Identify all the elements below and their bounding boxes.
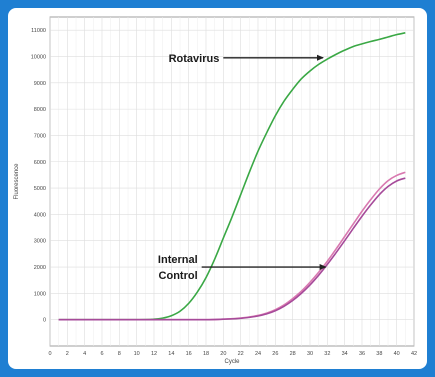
y-axis-title: Fluorescence <box>14 163 20 200</box>
x-tick-label: 28 <box>290 351 296 357</box>
x-tick-label: 32 <box>324 351 330 357</box>
x-axis-title: Cycle <box>224 359 240 365</box>
y-tick-label: 3000 <box>34 239 46 245</box>
x-tick-label: 12 <box>151 351 157 357</box>
chart-panel: 0 1000 2000 3000 4000 5000 6000 7000 8000 9000 100… <box>8 8 427 369</box>
series-layer <box>58 32 406 321</box>
x-tick-label: 36 <box>359 351 365 357</box>
x-tick-label: 0 <box>48 351 51 357</box>
y-axis-ticks: 0 1000 2000 3000 4000 5000 6000 7000 8000 9000 100… <box>31 28 46 324</box>
x-tick-label: 26 <box>272 351 278 357</box>
x-tick-label: 6 <box>100 351 103 357</box>
x-tick-label: 18 <box>203 351 209 357</box>
x-tick-label: 16 <box>186 351 192 357</box>
x-tick-label: 20 <box>220 351 226 357</box>
annotations-layer: Rotavirus Internal Control <box>158 53 327 282</box>
x-tick-label: 24 <box>255 351 261 357</box>
x-tick-label: 22 <box>238 351 244 357</box>
amplification-chart: 0100020003000400050006000700080009000100… <box>14 16 417 365</box>
grid-lines <box>49 17 415 346</box>
internal-control-label: Internal <box>158 254 198 266</box>
series-line-1 <box>58 32 406 321</box>
y-tick-label: 8000 <box>34 107 46 113</box>
x-tick-label: 14 <box>168 351 174 357</box>
rotavirus-label: Rotavirus <box>169 53 220 65</box>
x-tick-label: 8 <box>118 351 121 357</box>
x-tick-label: 40 <box>394 351 400 357</box>
y-tick-label: 0 <box>43 318 46 324</box>
x-tick-label: 10 <box>134 351 140 357</box>
y-tick-label: 1000 <box>34 291 46 297</box>
y-tick-label: 2000 <box>34 265 46 271</box>
x-tick-label: 38 <box>376 351 382 357</box>
y-tick-label: 9000 <box>34 81 46 87</box>
series-line-3 <box>58 177 406 321</box>
y-tick-label: 11000 <box>31 28 46 34</box>
x-tick-label: 30 <box>307 351 313 357</box>
y-tick-label: 6000 <box>34 160 46 166</box>
y-tick-label: 7000 <box>34 133 46 139</box>
internal-control-label: Control <box>159 270 198 282</box>
x-tick-label: 4 <box>83 351 86 357</box>
y-tick-label: 10000 <box>31 54 46 60</box>
x-tick-label: 2 <box>66 351 69 357</box>
y-tick-label: 5000 <box>34 186 46 192</box>
x-axis-ticks: 0 2 4 6 8 10 12 14 16 18 20 22 24 26 28 30 32 34 36 38 40 42 <box>48 351 417 357</box>
x-tick-label: 42 <box>411 351 417 357</box>
x-tick-label: 34 <box>342 351 348 357</box>
y-tick-label: 4000 <box>34 212 46 218</box>
